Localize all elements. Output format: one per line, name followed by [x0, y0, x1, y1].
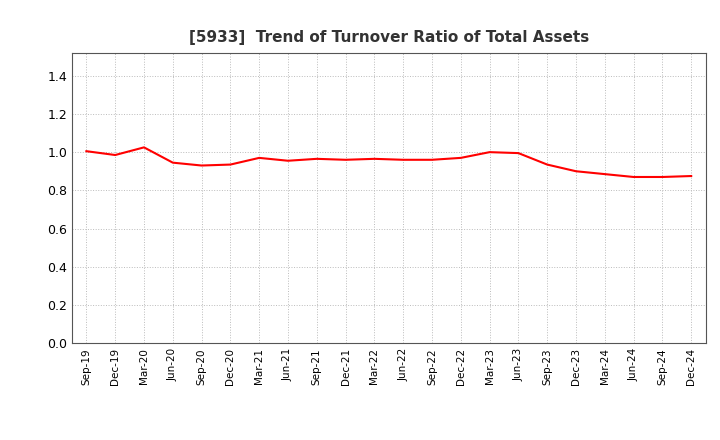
Title: [5933]  Trend of Turnover Ratio of Total Assets: [5933] Trend of Turnover Ratio of Total … — [189, 29, 589, 45]
